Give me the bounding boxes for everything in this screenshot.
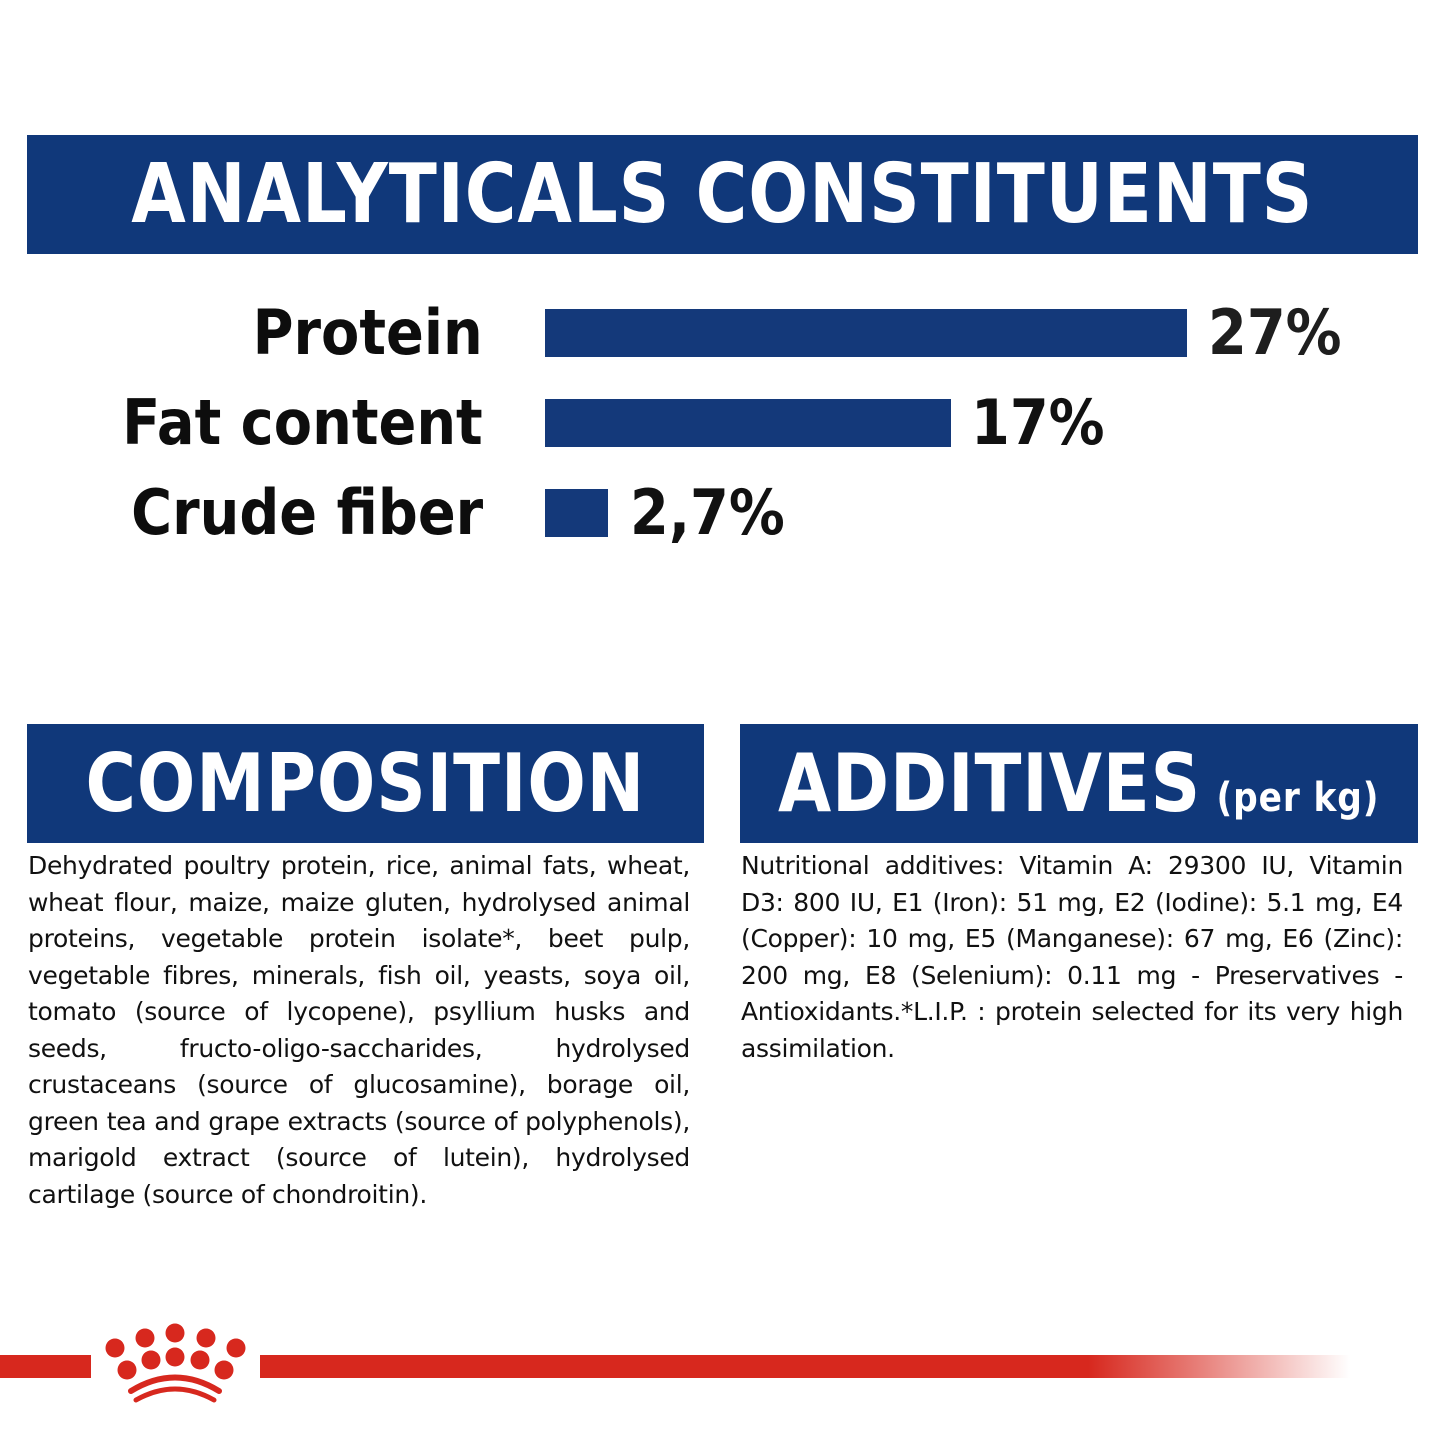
composition-banner: COMPOSITION bbox=[27, 724, 704, 843]
additives-title: ADDITIVES bbox=[778, 737, 1202, 830]
composition-title: COMPOSITION bbox=[85, 737, 646, 830]
crude-fiber-bar bbox=[545, 489, 608, 537]
crown-icon bbox=[105, 1323, 246, 1403]
brand-line-left bbox=[0, 1355, 91, 1378]
crude-fiber-label: Crude fiber bbox=[130, 476, 483, 549]
fat-content-value: 17% bbox=[971, 386, 1105, 459]
additives-text: Nutritional additives: Vitamin A: 29300 … bbox=[741, 851, 1403, 1063]
additives-banner: ADDITIVES (per kg) bbox=[740, 724, 1418, 843]
composition-text: Dehydrated poultry protein, rice, animal… bbox=[28, 851, 690, 1209]
additives-subtitle: (per kg) bbox=[1216, 775, 1380, 821]
protein-bar bbox=[545, 309, 1187, 357]
brand-line-right bbox=[260, 1355, 1350, 1378]
fat-content-bar bbox=[545, 399, 951, 447]
protein-label: Protein bbox=[252, 296, 483, 369]
fat-content-label: Fat content bbox=[122, 386, 483, 459]
protein-value: 27% bbox=[1208, 296, 1342, 369]
additives-title-group: ADDITIVES (per kg) bbox=[778, 737, 1379, 830]
crude-fiber-value: 2,7% bbox=[630, 476, 785, 549]
analytical-constituents-banner: ANALYTICALS CONSTITUENTS bbox=[27, 135, 1418, 254]
analytical-constituents-title: ANALYTICALS CONSTITUENTS bbox=[131, 147, 1314, 242]
